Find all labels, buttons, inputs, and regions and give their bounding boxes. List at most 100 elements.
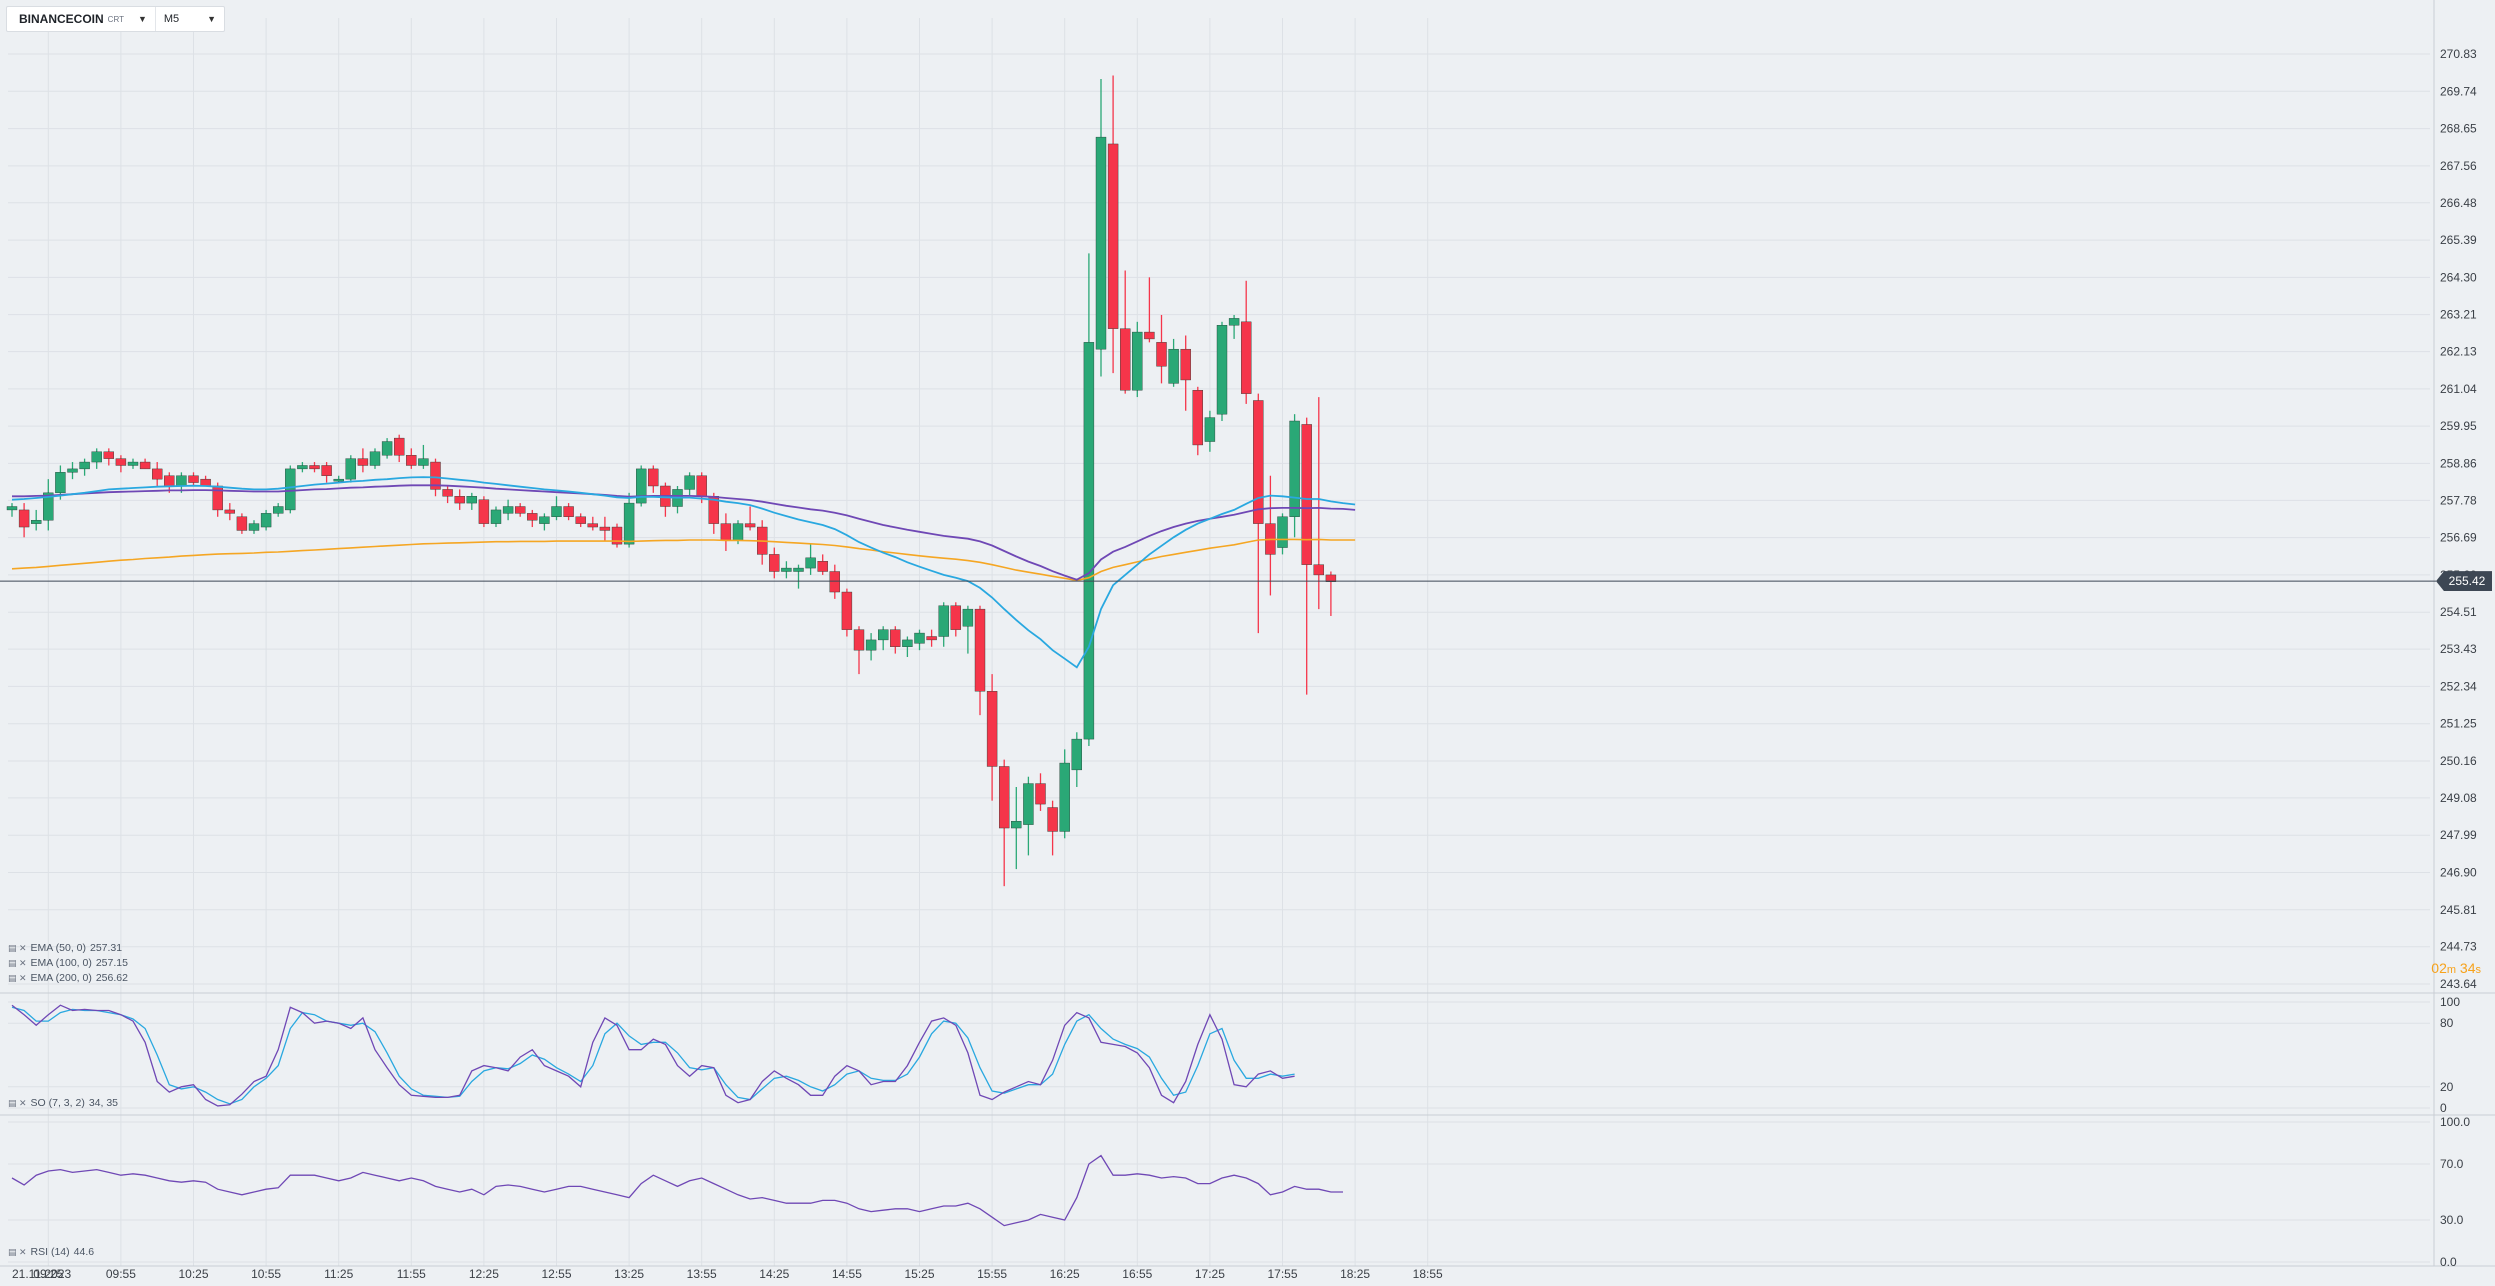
legend-rsi[interactable]: ▤ ✕ RSI (14) 44.6 xyxy=(8,1246,94,1258)
x-tick-label: 14:25 xyxy=(759,1267,789,1281)
candle-body xyxy=(527,513,538,521)
candle-body xyxy=(938,605,949,637)
candle-body xyxy=(1204,417,1216,442)
symbol-suffix: CRT xyxy=(107,14,124,24)
legend-value: 34, 35 xyxy=(88,1097,119,1109)
ema200-line xyxy=(11,538,1356,582)
candle-body xyxy=(696,475,707,497)
stochastic-pane xyxy=(11,1004,1295,1107)
candle-body xyxy=(974,608,986,692)
candle-body xyxy=(732,523,744,541)
candle-body xyxy=(587,523,598,528)
stoch-tick-label: 80 xyxy=(2440,1016,2454,1030)
x-tick-label: 14:55 xyxy=(832,1267,862,1281)
candle-body xyxy=(394,437,405,456)
candle-body xyxy=(1228,318,1240,326)
candle-body xyxy=(684,475,695,490)
candle-body xyxy=(999,766,1010,829)
x-tick-label: 12:55 xyxy=(541,1267,571,1281)
legend-ema200[interactable]: ▤ ✕ EMA (200, 0) 256.62 xyxy=(8,972,128,984)
candle-body xyxy=(466,496,477,504)
legend-value: 44.6 xyxy=(73,1246,95,1258)
y-tick-label: 269.74 xyxy=(2440,84,2477,98)
legend-value: 256.62 xyxy=(95,972,128,984)
y-tick-label: 270.83 xyxy=(2440,47,2477,61)
ema-lines xyxy=(0,476,2436,669)
candle-body xyxy=(1277,516,1288,548)
candle-body xyxy=(151,468,163,480)
rsi-tick-label: 100.0 xyxy=(2440,1115,2470,1129)
x-tick-label: 18:25 xyxy=(1340,1267,1370,1281)
x-tick-label: 13:55 xyxy=(687,1267,717,1281)
candle-body xyxy=(454,496,465,504)
x-tick-label: 09:25 xyxy=(33,1267,63,1281)
candle-body xyxy=(539,516,550,524)
candle-body xyxy=(43,492,54,521)
candle-body xyxy=(1083,342,1095,740)
candle-body xyxy=(769,554,780,572)
ema50-line xyxy=(11,476,1356,669)
list-icon: ▤ ✕ xyxy=(8,1097,27,1108)
candle-body xyxy=(127,461,139,466)
candle-body xyxy=(188,475,199,483)
y-tick-label: 264.30 xyxy=(2440,270,2477,284)
candle-body xyxy=(430,461,441,490)
candle-body xyxy=(139,461,151,470)
timeframe-selector[interactable]: M5 ▼ xyxy=(154,7,224,31)
candle-body xyxy=(67,468,78,473)
chevron-down-icon: ▼ xyxy=(137,14,147,24)
symbol-selector[interactable]: BINANCECOIN CRT ▼ xyxy=(7,12,155,26)
y-tick-label: 254.51 xyxy=(2440,605,2477,619)
legend-stochastic[interactable]: ▤ ✕ SO (7, 3, 2) 34, 35 xyxy=(8,1097,118,1109)
legend-ema50[interactable]: ▤ ✕ EMA (50, 0) 257.31 xyxy=(8,942,122,954)
candle-body xyxy=(103,451,115,459)
candle-body xyxy=(285,468,296,511)
y-tick-label: 262.13 xyxy=(2440,345,2477,359)
candle-body xyxy=(1035,783,1046,805)
candle-body xyxy=(563,506,574,517)
candle-timer: 02m 34s xyxy=(2431,960,2481,976)
rsi-pane xyxy=(11,1154,1343,1227)
y-tick-label: 265.39 xyxy=(2440,233,2477,247)
candle-body xyxy=(1301,424,1312,565)
y-tick-label: 251.25 xyxy=(2440,717,2477,731)
candle-body xyxy=(781,567,792,572)
candle-body xyxy=(333,478,344,482)
y-tick-label: 267.56 xyxy=(2440,159,2477,173)
rsi-line xyxy=(11,1154,1343,1227)
symbol-name: BINANCECOIN xyxy=(19,12,104,26)
x-tick-label: 16:25 xyxy=(1050,1267,1080,1281)
candle-body xyxy=(648,468,659,487)
y-tick-label: 263.21 xyxy=(2440,308,2477,322)
candle-body xyxy=(1216,325,1228,415)
y-tick-label: 253.43 xyxy=(2440,642,2477,656)
y-tick-label: 249.08 xyxy=(2440,791,2477,805)
candle-body xyxy=(890,629,901,647)
candle-body xyxy=(829,571,840,593)
candle-body xyxy=(1107,143,1119,329)
legend-ema100[interactable]: ▤ ✕ EMA (100, 0) 257.15 xyxy=(8,957,128,969)
candle-body xyxy=(6,506,18,511)
candle-body xyxy=(962,608,974,627)
list-icon: ▤ ✕ xyxy=(8,1246,27,1257)
candle-body xyxy=(406,455,417,466)
candle-body xyxy=(369,451,381,466)
candle-body xyxy=(926,636,937,641)
y-tick-label: 257.78 xyxy=(2440,493,2477,507)
candle-body xyxy=(1011,820,1022,829)
candle-body xyxy=(478,499,490,524)
candle-body xyxy=(1132,331,1143,391)
candle-body xyxy=(611,526,623,545)
candle-body xyxy=(1119,328,1131,391)
candle-body xyxy=(865,639,877,651)
rsi-tick-label: 0.0 xyxy=(2440,1255,2457,1269)
candle-body xyxy=(273,506,284,514)
x-tick-label: 10:25 xyxy=(178,1267,208,1281)
stoch-tick-label: 20 xyxy=(2440,1080,2454,1094)
last-price-tag: 255.42 xyxy=(2436,571,2492,592)
x-tick-label: 12:25 xyxy=(469,1267,499,1281)
candle-body xyxy=(1095,136,1107,350)
timer-seconds: 34 xyxy=(2459,960,2476,976)
